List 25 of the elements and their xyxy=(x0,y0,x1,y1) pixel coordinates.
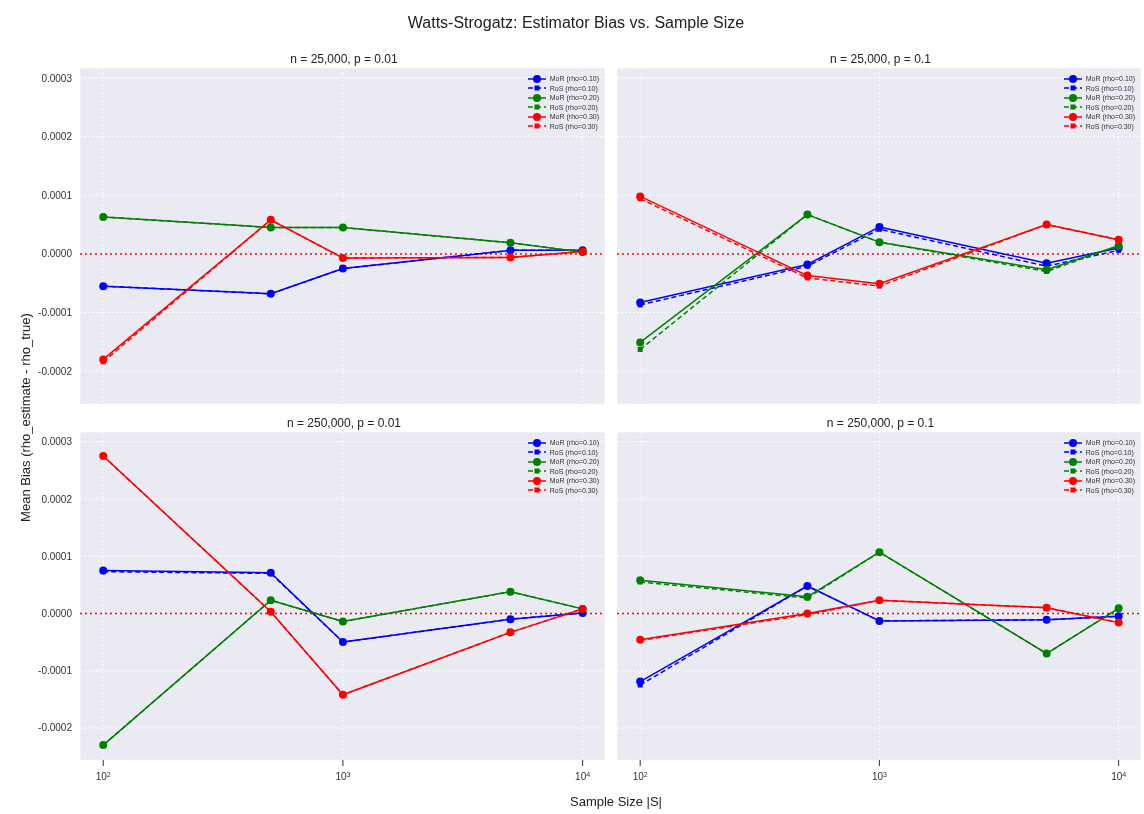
chart-title: n = 250,000, p = 0.01 xyxy=(286,416,402,430)
y-tick-label: -0.0001 xyxy=(38,307,73,319)
x-tick-label: 10$^{4}$ xyxy=(575,770,591,782)
x-tick-label: 10$^{3}$ xyxy=(871,770,888,782)
y-tick-label: 0.0001 xyxy=(41,550,73,562)
y-tick-label: -0.0002 xyxy=(38,722,73,734)
x-tick-label: 10$^{4}$ xyxy=(1111,770,1127,782)
chart-title: n = 25,000, p = 0.01 xyxy=(289,52,399,68)
text: Watts-Strogatz: Estimator Bias vs. Sample Size xyxy=(406,14,746,32)
x-tick-label: 10$^{2}$ xyxy=(632,770,648,782)
y-tick-label: 0.0003 xyxy=(41,72,73,84)
y-tick-label: -0.0002 xyxy=(38,365,73,377)
chart-title: n = 25,000, p = 0.1 xyxy=(829,52,932,68)
y-tick-label: 0.0000 xyxy=(41,608,73,620)
y-tick-label: 0.0003 xyxy=(41,436,73,448)
x-tick-label: 10$^{2}$ xyxy=(95,770,111,782)
y-tick-label: 0.0002 xyxy=(41,131,73,143)
chart-title: n = 250,000, p = 0.1 xyxy=(825,416,936,432)
x-tick-label: 10$^{3}$ xyxy=(335,770,351,782)
y-tick-label: -0.0001 xyxy=(38,665,73,677)
y-tick-label: 0.0000 xyxy=(41,248,73,260)
y-tick-label: 0.0001 xyxy=(41,189,73,201)
y-tick-label: 0.0002 xyxy=(41,493,73,505)
y-axis-title: Mean Bias (rho_estimate - rho_true) xyxy=(17,312,33,524)
x-axis-title: Sample Size |S| xyxy=(569,794,663,809)
